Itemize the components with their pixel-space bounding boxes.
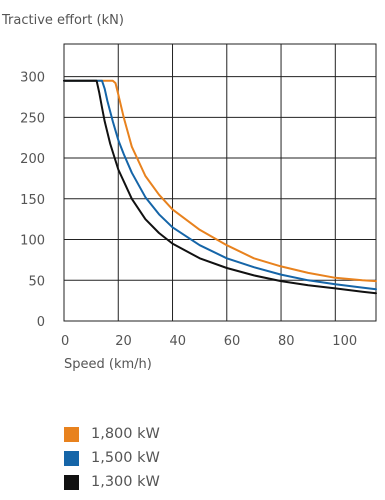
x-tick-label: 40	[170, 334, 187, 349]
y-tick-label: 0	[37, 315, 45, 330]
y-tick-label: 150	[20, 193, 45, 208]
y-tick-label: 100	[20, 234, 45, 249]
y-tick-label: 200	[20, 152, 45, 167]
y-tick-label: 250	[20, 111, 45, 126]
plot-frame	[63, 43, 377, 322]
series-line-0	[63, 79, 377, 283]
series-line-2	[63, 79, 377, 295]
series-line-1	[63, 79, 377, 291]
legend-item-1500kw: 1,500 kW	[64, 446, 160, 470]
y-tick-label: 50	[28, 274, 45, 289]
tick-labels: 0 20 40 60 80 100 0 50 100 150 200 250 300	[20, 71, 357, 349]
legend-swatch-icon	[64, 426, 79, 442]
x-tick-label: 60	[224, 334, 241, 349]
y-tick-label: 300	[20, 71, 45, 86]
series-lines	[63, 79, 377, 295]
x-tick-label: 20	[115, 334, 132, 349]
legend-label: 1,800 kW	[91, 426, 160, 442]
legend-swatch-icon	[64, 474, 79, 490]
legend-item-1800kw: 1,800 kW	[64, 422, 160, 446]
x-axis-label: Speed (km/h)	[64, 357, 152, 372]
legend: 1,800 kW 1,500 kW 1,300 kW	[64, 422, 160, 494]
legend-item-1300kw: 1,300 kW	[64, 470, 160, 494]
legend-label: 1,300 kW	[91, 474, 160, 490]
x-tick-label: 100	[332, 334, 357, 349]
y-axis-label: Tractive effort (kN)	[1, 13, 124, 28]
legend-swatch-icon	[64, 450, 79, 466]
grid	[63, 43, 377, 322]
x-tick-label: 0	[61, 334, 69, 349]
x-tick-label: 80	[278, 334, 295, 349]
legend-label: 1,500 kW	[91, 450, 160, 466]
